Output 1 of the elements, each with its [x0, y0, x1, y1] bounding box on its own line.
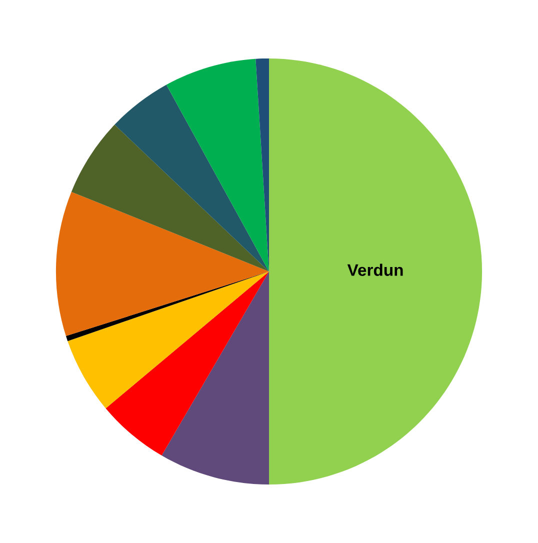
slice-label: Verdun [347, 264, 403, 276]
